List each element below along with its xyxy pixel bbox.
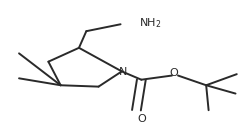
Text: O: O [169, 68, 178, 78]
Text: N: N [119, 67, 127, 77]
Text: NH$_2$: NH$_2$ [139, 17, 161, 31]
Text: O: O [138, 114, 146, 123]
